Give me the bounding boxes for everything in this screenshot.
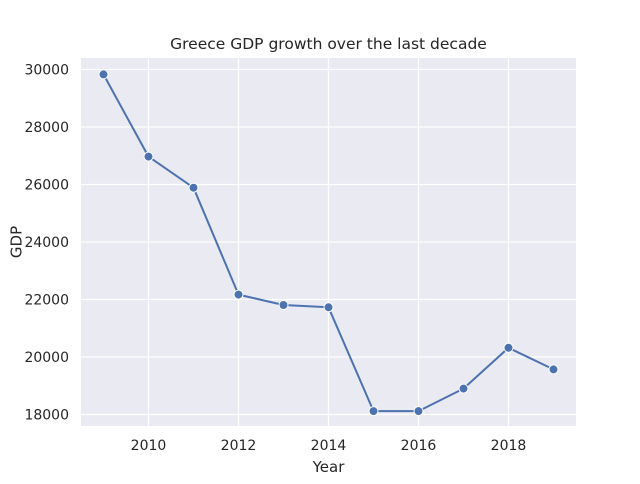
data-point (458, 383, 469, 394)
y-tick-label: 20000 (24, 350, 69, 366)
y-tick-label: 28000 (24, 120, 69, 136)
x-tick-label: 2012 (221, 438, 257, 454)
x-tick-label: 2014 (311, 438, 347, 454)
tick-labels: 2010 2012 2014 2016 2018 18000 20000 22000 24000… (24, 63, 526, 455)
data-point (98, 69, 109, 80)
y-tick-label: 24000 (24, 235, 69, 251)
x-tick-label: 2018 (491, 438, 527, 454)
data-point (278, 300, 289, 310)
y-tick-label: 22000 (24, 293, 69, 309)
data-point (323, 302, 334, 313)
grid-lines (81, 58, 576, 426)
series-layer (98, 69, 559, 417)
x-tick-label: 2016 (401, 438, 437, 454)
data-point (368, 406, 379, 417)
x-tick-label: 2010 (131, 438, 167, 454)
x-axis-label: Year (312, 458, 346, 476)
data-point (188, 182, 199, 193)
data-point (548, 364, 559, 375)
y-axis-label: GDP (7, 226, 25, 258)
data-point (233, 289, 244, 300)
y-tick-label: 26000 (24, 178, 69, 194)
y-tick-label: 18000 (24, 408, 69, 424)
y-tick-label: 30000 (24, 63, 69, 79)
chart-title: Greece GDP growth over the last decade (170, 35, 487, 53)
data-point (413, 406, 424, 417)
data-point (143, 151, 154, 162)
data-point (503, 342, 514, 353)
